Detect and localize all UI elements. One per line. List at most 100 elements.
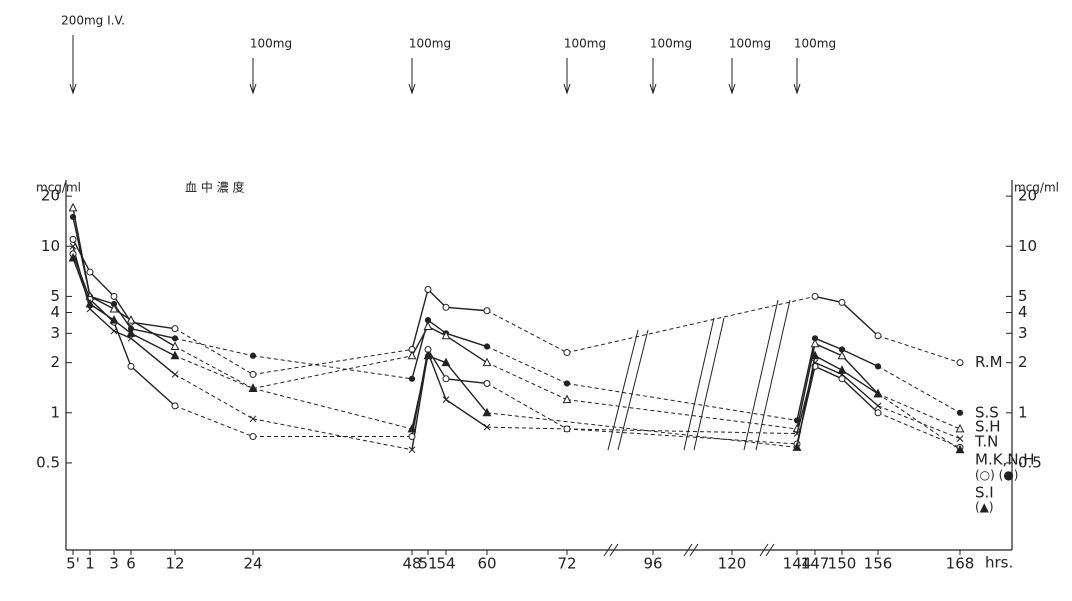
series-segment	[174, 405, 254, 438]
y2-tick-label: 1	[1018, 403, 1028, 421]
subject-label: (▲)	[975, 500, 994, 514]
data-point	[248, 383, 258, 392]
data-point	[482, 407, 492, 417]
dose-label: 100mg	[564, 37, 606, 51]
data-point	[68, 252, 78, 262]
data-point	[837, 350, 847, 360]
data-point	[69, 242, 77, 250]
subject-label: S.H	[975, 418, 1001, 436]
series-segment	[427, 352, 447, 400]
series-segment	[445, 306, 488, 312]
series-segment	[174, 355, 254, 389]
x-tick-label: 168	[946, 555, 975, 573]
series-segment	[566, 295, 816, 354]
data-point	[171, 402, 179, 410]
series-segment	[252, 387, 413, 430]
data-point	[249, 370, 257, 378]
subject-label: R.M	[975, 353, 1003, 371]
y-axis-label: mcg/ml	[36, 181, 81, 195]
x-tick-label: 96	[643, 555, 662, 573]
y2-tick-label: 10	[1018, 237, 1037, 255]
data-point	[407, 350, 417, 360]
series-segment	[841, 348, 879, 368]
data-point	[874, 363, 882, 370]
y2-tick-label: 2	[1018, 353, 1028, 371]
series-segment	[841, 369, 879, 395]
data-point	[483, 423, 491, 431]
data-point	[956, 409, 964, 416]
y-tick-label: 10	[41, 237, 60, 255]
series-segment	[445, 399, 488, 428]
data-point	[810, 338, 820, 348]
series-segment	[252, 348, 413, 375]
y2-tick-label: 4	[1018, 303, 1028, 321]
series-segment	[411, 355, 429, 430]
data-point	[170, 341, 180, 351]
series-segment	[130, 365, 176, 407]
data-point	[249, 352, 257, 359]
series-segment	[72, 207, 91, 297]
series-segment	[566, 428, 798, 435]
series-segment	[411, 289, 429, 350]
data-point	[424, 286, 432, 294]
y2-axis-label: mcg/ml	[1014, 181, 1059, 195]
data-point	[441, 330, 451, 340]
series-segment	[89, 295, 115, 310]
subject-label: (○) (●)	[975, 468, 1018, 482]
series-segment	[814, 362, 843, 376]
data-point	[109, 315, 119, 324]
series-segment	[445, 332, 488, 348]
x-tick-label: 51	[418, 555, 437, 573]
subject-label: S.I	[975, 483, 994, 501]
data-point	[407, 423, 417, 433]
x-tick-label: 150	[828, 555, 857, 573]
series-segment	[174, 373, 254, 420]
y-tick-label: 5	[50, 287, 60, 305]
series-segment	[566, 428, 798, 445]
series-segment	[130, 319, 176, 348]
series-segment	[427, 319, 447, 334]
series-segment	[89, 308, 115, 332]
data-point	[874, 402, 882, 410]
series-segment	[113, 330, 132, 339]
series-segment	[566, 382, 798, 421]
series-segment	[72, 257, 91, 305]
y-tick-label: 1	[50, 403, 60, 421]
y2-tick-label: 5	[1018, 287, 1028, 305]
data-point	[955, 444, 965, 454]
series-segment	[445, 378, 488, 385]
data-point	[85, 298, 95, 308]
dose-label: 100mg	[409, 37, 451, 51]
series-segment	[130, 321, 176, 330]
data-point	[563, 349, 571, 357]
data-point	[126, 328, 136, 337]
dose-label: 100mg	[729, 37, 771, 51]
series-segment	[486, 346, 568, 384]
data-point	[837, 365, 847, 374]
dose-label: 100mg	[794, 37, 836, 51]
series-segment	[174, 328, 254, 375]
dose-label: 100mg	[650, 37, 692, 51]
data-point	[109, 303, 119, 313]
data-point	[408, 433, 416, 441]
series-segment	[89, 295, 115, 305]
series-segment	[486, 426, 568, 430]
y-tick-label: 20	[41, 187, 60, 205]
data-point	[170, 350, 180, 360]
data-point	[483, 379, 491, 387]
data-point	[110, 292, 118, 300]
data-point	[838, 375, 846, 383]
arrow-head	[69, 83, 77, 95]
subject-label: T.N	[974, 432, 998, 450]
data-point	[483, 307, 491, 315]
y-tick-label: 0.5	[36, 453, 60, 471]
arrow-head	[793, 83, 801, 95]
series-segment	[89, 271, 115, 297]
series-segment	[486, 362, 568, 401]
x-tick-label: 147	[801, 555, 830, 573]
series-segment	[877, 335, 961, 364]
series-segment	[841, 378, 879, 414]
x-tick-label: 12	[165, 555, 184, 573]
y2-tick-label: 20	[1018, 187, 1037, 205]
data-point	[810, 350, 820, 360]
